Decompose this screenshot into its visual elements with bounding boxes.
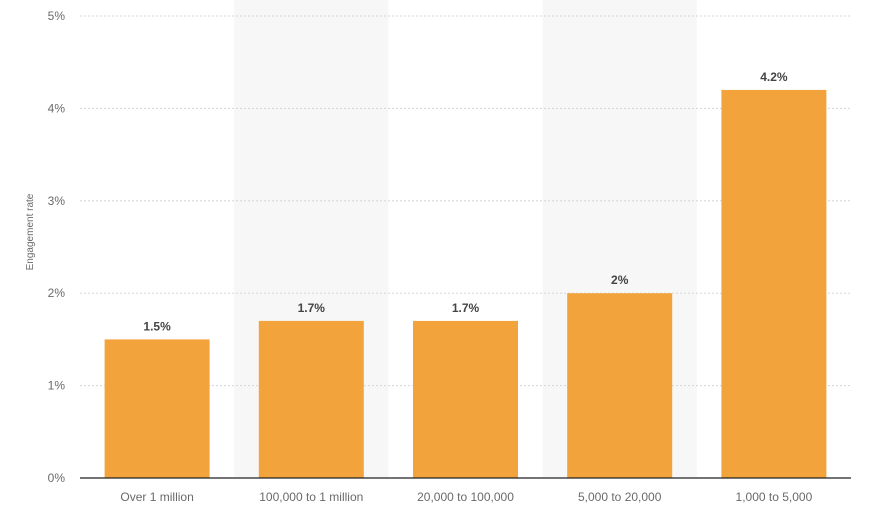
bar[interactable]: [258, 320, 364, 478]
y-tick-label: 3%: [48, 194, 66, 208]
x-tick-label: 1,000 to 5,000: [736, 490, 813, 504]
y-tick-label: 4%: [48, 101, 66, 115]
bar[interactable]: [567, 293, 673, 478]
y-tick-label: 5%: [48, 9, 66, 23]
bar-value-label: 1.7%: [452, 301, 480, 315]
y-axis-title: Engagement rate: [25, 193, 36, 270]
value-labels: 1.5% 1.7% 1.7% 2% 4.2%: [143, 70, 787, 333]
bars: [104, 89, 827, 479]
x-tick-label: Over 1 million: [120, 490, 193, 504]
y-axis-tick-labels: 0% 1% 2% 3% 4% 5%: [48, 9, 66, 485]
x-tick-label: 100,000 to 1 million: [259, 490, 363, 504]
y-tick-label: 2%: [48, 286, 66, 300]
bar-value-label: 2%: [611, 273, 629, 287]
x-axis-tick-labels: Over 1 million 100,000 to 1 million 20,000…: [120, 490, 812, 504]
y-tick-label: 0%: [48, 471, 66, 485]
bar-value-label: 4.2%: [760, 70, 788, 84]
y-tick-label: 1%: [48, 379, 66, 393]
bar-value-label: 1.5%: [143, 319, 171, 333]
x-tick-label: 5,000 to 20,000: [578, 490, 662, 504]
bar[interactable]: [721, 89, 827, 479]
x-tick-label: 20,000 to 100,000: [417, 490, 514, 504]
bar[interactable]: [104, 339, 210, 478]
bar[interactable]: [413, 320, 518, 478]
bar-value-label: 1.7%: [298, 301, 326, 315]
